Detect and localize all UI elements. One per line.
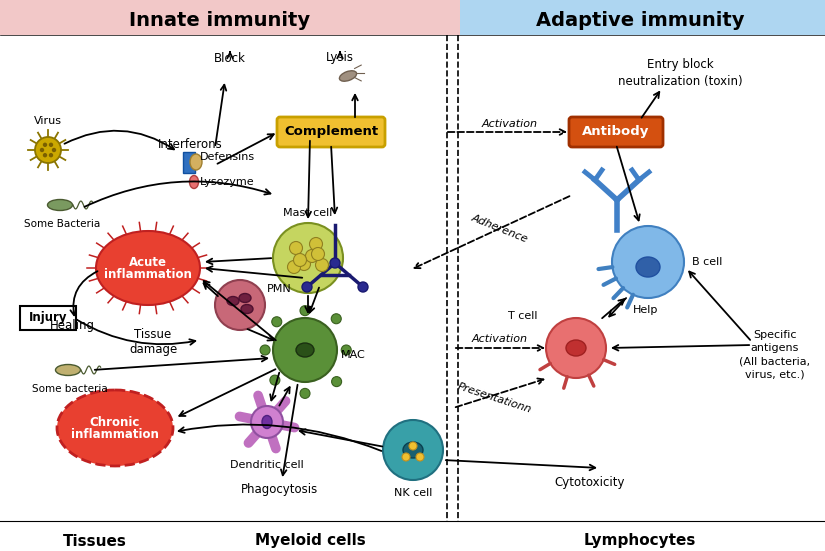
Text: Tissues: Tissues: [63, 533, 127, 548]
Circle shape: [332, 377, 342, 387]
Circle shape: [52, 148, 56, 152]
Circle shape: [271, 317, 282, 327]
Text: Some Bacteria: Some Bacteria: [24, 219, 100, 229]
Circle shape: [273, 318, 337, 382]
Text: Adaptive immunity: Adaptive immunity: [535, 10, 744, 30]
Text: Tissue
damage: Tissue damage: [129, 327, 177, 356]
Text: Specific
antigens
(All bacteria,
virus, etc.): Specific antigens (All bacteria, virus, …: [739, 330, 810, 380]
Circle shape: [251, 406, 283, 438]
FancyBboxPatch shape: [182, 152, 195, 172]
FancyBboxPatch shape: [20, 306, 76, 330]
Circle shape: [49, 153, 53, 158]
Text: Activation: Activation: [482, 119, 538, 129]
Circle shape: [294, 253, 307, 267]
Text: Innate immunity: Innate immunity: [130, 10, 310, 30]
Text: Injury: Injury: [29, 311, 68, 325]
Circle shape: [35, 137, 61, 163]
Circle shape: [330, 258, 340, 268]
Circle shape: [305, 250, 318, 262]
Circle shape: [302, 282, 312, 292]
Circle shape: [290, 241, 303, 255]
Text: Mast cell: Mast cell: [283, 208, 332, 218]
Text: Virus: Virus: [34, 116, 62, 126]
Text: PMN: PMN: [267, 284, 292, 294]
Text: Phagocytosis: Phagocytosis: [242, 483, 318, 496]
Text: Dendritic cell: Dendritic cell: [230, 460, 304, 470]
Ellipse shape: [339, 71, 356, 81]
Bar: [0, 0, 460, 35]
Circle shape: [402, 453, 410, 461]
Text: Interferons: Interferons: [158, 138, 223, 152]
Ellipse shape: [57, 390, 173, 466]
Text: Myeloid cells: Myeloid cells: [255, 533, 365, 548]
Ellipse shape: [296, 343, 314, 357]
Circle shape: [358, 282, 368, 292]
Ellipse shape: [241, 305, 253, 314]
Text: inflammation: inflammation: [71, 429, 159, 441]
Text: Defensins: Defensins: [200, 152, 255, 162]
Circle shape: [49, 143, 53, 147]
Circle shape: [612, 226, 684, 298]
Text: Help: Help: [633, 305, 658, 315]
Circle shape: [215, 280, 265, 330]
Text: MAC: MAC: [341, 350, 365, 360]
Text: Entry block
neutralization (toxin): Entry block neutralization (toxin): [618, 58, 742, 88]
Ellipse shape: [636, 257, 660, 277]
Circle shape: [300, 306, 310, 316]
Text: NK cell: NK cell: [394, 488, 432, 498]
Text: inflammation: inflammation: [104, 268, 192, 282]
Circle shape: [409, 442, 417, 450]
Text: Complement: Complement: [284, 126, 378, 138]
Text: Some bacteria: Some bacteria: [32, 384, 108, 394]
Circle shape: [40, 148, 45, 152]
Text: Adherence: Adherence: [470, 212, 530, 244]
Text: Presentationn: Presentationn: [455, 381, 532, 415]
Text: Lymphocytes: Lymphocytes: [584, 533, 696, 548]
Ellipse shape: [239, 294, 251, 302]
Text: Antibody: Antibody: [582, 126, 650, 138]
FancyBboxPatch shape: [569, 117, 663, 147]
FancyBboxPatch shape: [277, 117, 385, 147]
Circle shape: [315, 258, 328, 272]
Circle shape: [416, 453, 424, 461]
Circle shape: [298, 257, 310, 271]
Circle shape: [43, 143, 47, 147]
Text: Acute: Acute: [129, 257, 167, 269]
Ellipse shape: [403, 442, 423, 458]
Text: Lysis: Lysis: [326, 51, 354, 64]
Circle shape: [342, 345, 351, 355]
Circle shape: [383, 420, 443, 480]
Circle shape: [300, 388, 310, 398]
Circle shape: [287, 261, 300, 273]
Circle shape: [309, 237, 323, 251]
Bar: [460, 0, 825, 35]
Ellipse shape: [262, 415, 272, 429]
Ellipse shape: [190, 154, 202, 170]
Circle shape: [312, 247, 324, 261]
Text: Cytotoxicity: Cytotoxicity: [554, 476, 625, 489]
Circle shape: [270, 375, 280, 385]
Text: Chronic: Chronic: [90, 417, 140, 429]
Text: Lysozyme: Lysozyme: [200, 177, 255, 187]
Circle shape: [260, 345, 270, 355]
Circle shape: [546, 318, 606, 378]
Ellipse shape: [48, 199, 73, 210]
Text: B cell: B cell: [692, 257, 723, 267]
Ellipse shape: [227, 296, 239, 305]
Ellipse shape: [566, 340, 586, 356]
Ellipse shape: [96, 231, 200, 305]
Circle shape: [43, 153, 47, 158]
Text: Activation: Activation: [472, 334, 528, 344]
Circle shape: [332, 314, 342, 324]
Ellipse shape: [55, 365, 81, 375]
Circle shape: [273, 223, 343, 293]
Ellipse shape: [190, 176, 199, 188]
Text: T cell: T cell: [508, 311, 538, 321]
Text: Healing: Healing: [50, 318, 95, 332]
Text: Block: Block: [214, 51, 246, 64]
